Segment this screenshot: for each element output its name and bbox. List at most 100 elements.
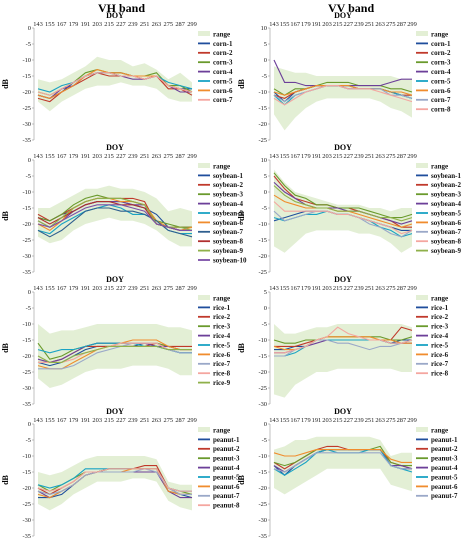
x-tick-label: 227 [116, 153, 126, 160]
y-tick-label: 10 [261, 157, 267, 164]
x-tick-label: 287 [175, 285, 185, 292]
legend-swatch-range [198, 427, 210, 432]
x-tick-label: 263 [152, 153, 162, 160]
x-tick-label: 263 [375, 21, 385, 28]
legend-label: peanut-4 [431, 464, 458, 472]
legend-label: corn-3 [431, 59, 451, 67]
x-tick-label: 191 [81, 153, 91, 160]
x-tick-label: 179 [301, 417, 311, 424]
legend-label: soybean-8 [213, 238, 243, 246]
panel-title: DOY [106, 275, 124, 284]
x-tick-label: 299 [187, 285, 197, 292]
x-tick-label: 179 [69, 285, 79, 292]
series-line-soybean-7 [37, 207, 193, 238]
x-tick-label: 179 [301, 21, 311, 28]
x-tick-label: 143 [33, 417, 43, 424]
x-tick-label: 155 [45, 285, 55, 292]
legend-label: soybean-6 [213, 219, 243, 227]
legend-label: corn-5 [213, 77, 233, 85]
y-tick-label: -10 [22, 453, 31, 460]
legend-label: corn-2 [431, 49, 451, 57]
legend-label: range [431, 426, 448, 434]
legend-label: peanut-4 [213, 464, 240, 472]
x-tick-label: 251 [140, 417, 150, 424]
x-tick-label: 155 [45, 21, 55, 28]
y-tick-label: -10 [258, 453, 267, 460]
y-tick-label: -5 [262, 437, 267, 444]
y-axis-label: dB [237, 78, 246, 88]
y-tick-label: 0 [28, 25, 31, 32]
y-tick-label: -15 [22, 205, 31, 212]
y-tick-label: 5 [264, 41, 267, 48]
legend-swatch-range [198, 295, 210, 300]
x-tick-label: 239 [354, 285, 364, 292]
legend-label: corn-6 [213, 87, 233, 95]
y-tick-label: -20 [258, 485, 267, 492]
legend-swatch-range [416, 31, 428, 36]
y-tick-label: -25 [258, 137, 267, 144]
y-tick-label: -25 [258, 269, 267, 276]
y-tick-label: 0 [264, 57, 267, 64]
legend-label: rice-7 [213, 360, 231, 368]
x-tick-label: 143 [269, 417, 279, 424]
legend-swatch-range [416, 427, 428, 432]
legend-label: soybean-5 [213, 209, 243, 217]
x-tick-label: 203 [92, 285, 102, 292]
x-tick-label: 263 [375, 285, 385, 292]
x-tick-label: 167 [57, 285, 67, 292]
x-tick-label: 143 [33, 153, 43, 160]
x-tick-label: 143 [33, 21, 43, 28]
legend-label: corn-8 [431, 106, 451, 114]
y-tick-label: -25 [258, 501, 267, 508]
x-tick-label: 167 [57, 417, 67, 424]
y-axis-label: dB [1, 474, 10, 484]
x-tick-label: 299 [407, 417, 417, 424]
legend-label: soybean-1 [213, 172, 243, 180]
x-tick-label: 215 [104, 285, 114, 292]
y-tick-label: -5 [26, 305, 31, 312]
x-tick-label: 239 [354, 21, 364, 28]
y-tick-label: 0 [264, 189, 267, 196]
x-tick-label: 191 [312, 417, 322, 424]
x-tick-label: 275 [164, 417, 174, 424]
legend-label: peanut-7 [213, 492, 240, 500]
series-line-rice-9 [37, 345, 192, 363]
y-tick-label: -5 [26, 41, 31, 48]
legend-label: peanut-2 [213, 445, 240, 453]
x-tick-label: 227 [116, 21, 126, 28]
legend-label: rice-4 [431, 332, 449, 340]
y-tick-label: -25 [258, 385, 267, 392]
x-tick-label: 287 [397, 417, 407, 424]
x-tick-label: 203 [322, 21, 332, 28]
legend-label: rice-5 [213, 341, 231, 349]
y-tick-label: -30 [22, 517, 31, 524]
legend-label: soybean-9 [213, 247, 243, 255]
y-tick-label: -10 [22, 189, 31, 196]
range-band [38, 56, 192, 112]
x-tick-label: 299 [407, 21, 417, 28]
y-axis-label: dB [1, 342, 10, 352]
x-tick-label: 227 [116, 417, 126, 424]
legend-swatch-range [198, 31, 210, 36]
panel-title: DOY [334, 11, 352, 20]
x-tick-label: 179 [69, 21, 79, 28]
series-line-soybean-10 [37, 204, 192, 231]
legend-label: soybean-8 [431, 238, 461, 246]
series-line-soybean-4 [273, 181, 413, 225]
x-tick-label: 155 [45, 153, 55, 160]
x-tick-label: 299 [407, 153, 417, 160]
legend-label: rice-4 [213, 332, 231, 340]
legend-label: peanut-6 [213, 483, 240, 491]
legend-label: soybean-9 [431, 247, 461, 255]
legend-label: soybean-6 [431, 219, 461, 227]
x-tick-label: 191 [81, 417, 91, 424]
legend-label: peanut-7 [431, 492, 458, 500]
y-tick-label: -15 [258, 353, 267, 360]
legend-label: corn-3 [213, 59, 233, 67]
y-tick-label: -25 [22, 105, 31, 112]
